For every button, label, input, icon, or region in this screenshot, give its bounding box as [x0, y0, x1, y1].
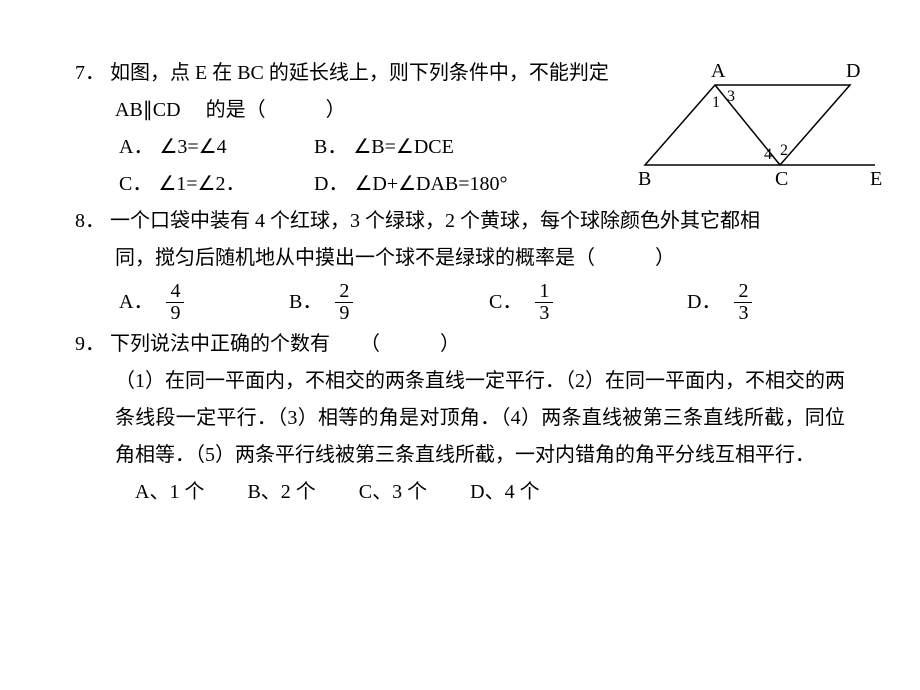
q8-optA-num: 4 — [166, 281, 184, 302]
q8-text1: 一个口袋中装有 4 个红球，3 个绿球，2 个黄球，每个球除颜色外其它都相 — [110, 210, 760, 232]
question-8: 8． 一个口袋中装有 4 个红球，3 个绿球，2 个黄球，每个球除颜色外其它都相… — [75, 203, 845, 324]
q7-optC-label: C． — [119, 166, 152, 203]
q8-optB-num: 2 — [335, 281, 353, 302]
q8-optD-label: D． — [687, 284, 721, 321]
fig-label-E: E — [870, 168, 882, 190]
q8-optD-den: 3 — [734, 302, 752, 324]
q7-number: 7． — [75, 62, 105, 84]
q8-optA-frac: 4 9 — [166, 281, 184, 324]
q7-optC: ∠1=∠2． — [158, 166, 245, 203]
q7-optB-label: B． — [314, 129, 347, 166]
q8-optB-label: B． — [289, 284, 322, 321]
q7-optB: ∠B=∠DCE — [353, 129, 453, 166]
q9-optD: D、4 个 — [470, 474, 539, 511]
q9-options: A、1 个 B、2 个 C、3 个 D、4 个 — [75, 474, 845, 511]
q7-text-line1: 如图，点 E 在 BC 的延长线上，则下列条件中，不能判定 — [110, 62, 609, 84]
question-7: 7． 如图，点 E 在 BC 的延长线上，则下列条件中，不能判定 AB∥CD 的… — [75, 55, 845, 203]
q8-optC-num: 1 — [535, 281, 553, 302]
q8-optD-num: 2 — [734, 281, 752, 302]
q8-optB-den: 9 — [335, 302, 353, 324]
q7-optD-label: D． — [314, 166, 348, 203]
q8-optA-label: A． — [119, 284, 153, 321]
q8-optC-den: 3 — [535, 302, 553, 324]
q8-optB-frac: 2 9 — [335, 281, 353, 324]
q9-statements: （1）在同一平面内，不相交的两条直线一定平行．（2）在同一平面内，不相交的两条线… — [75, 363, 845, 474]
q8-optA-den: 9 — [166, 302, 184, 324]
q8-text2: 同，搅匀后随机地从中摸出一个球不是绿球的概率是（ ） — [115, 247, 675, 269]
q9-optC: C、3 个 — [359, 474, 427, 511]
q7-abcd: AB∥CD — [115, 99, 181, 121]
q8-optD-frac: 2 3 — [734, 281, 752, 324]
q9-optA: A、1 个 — [135, 474, 204, 511]
q7-optA: ∠3=∠4 — [159, 129, 226, 166]
q8-optC-label: C． — [489, 284, 522, 321]
fig-label-D: D — [846, 60, 860, 82]
q7-optD: ∠D+∠DAB=180° — [354, 166, 507, 203]
q7-optA-label: A． — [119, 129, 153, 166]
q8-number: 8． — [75, 210, 105, 232]
q7-blank: 的是（ ） — [206, 99, 346, 121]
question-9: 9． 下列说法中正确的个数有 （ ） （1）在同一平面内，不相交的两条直线一定平… — [75, 326, 845, 511]
q9-optB: B、2 个 — [247, 474, 315, 511]
q9-text: 下列说法中正确的个数有 （ ） — [110, 333, 460, 355]
q9-number: 9． — [75, 333, 105, 355]
q8-optC-frac: 1 3 — [535, 281, 553, 324]
